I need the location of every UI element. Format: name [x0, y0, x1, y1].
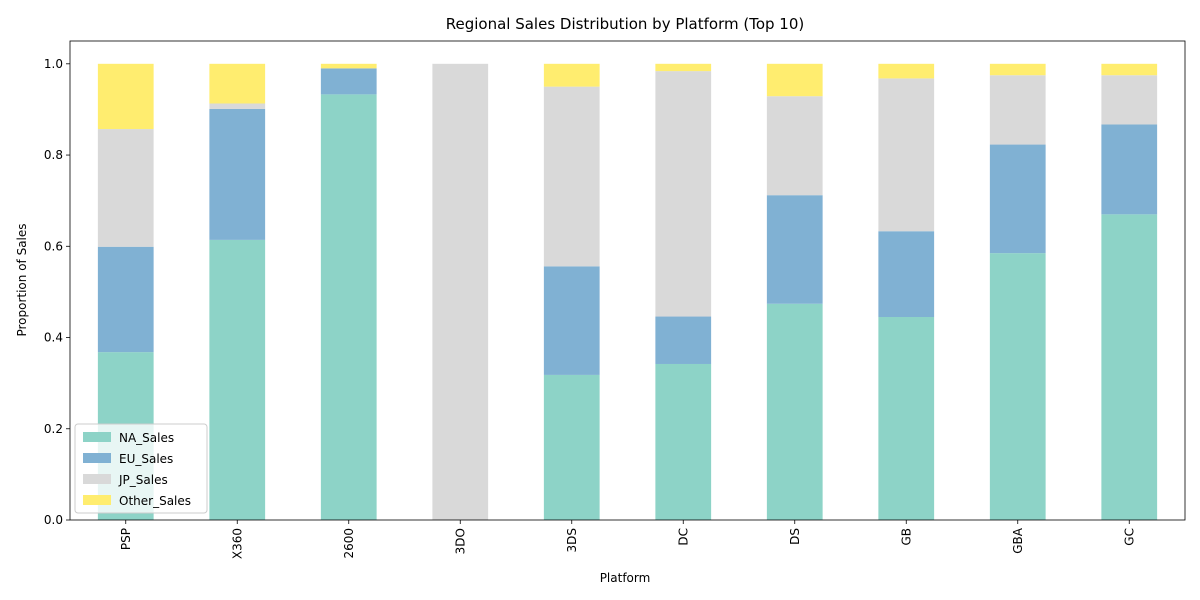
bar-psp-jp-sales	[97, 129, 154, 247]
x-tick-label: DC	[676, 528, 690, 546]
bar-x360-other-sales	[209, 63, 266, 104]
y-tick-label: 0.2	[44, 422, 63, 436]
y-tick-label: 0.0	[44, 513, 63, 527]
x-tick-label: X360	[230, 528, 244, 559]
bar-3do-jp-sales	[432, 63, 489, 521]
y-axis-label: Proportion of Sales	[15, 223, 29, 336]
bar-gb-na-sales	[878, 316, 935, 520]
legend-swatch	[83, 453, 111, 463]
bar-x360-eu-sales	[209, 108, 266, 240]
y-tick-label: 1.0	[44, 57, 63, 71]
bar-gc-other-sales	[1101, 63, 1158, 76]
bar-3ds-na-sales	[543, 374, 600, 520]
legend-box	[74, 423, 208, 514]
bar-ds-eu-sales	[766, 195, 823, 304]
bar-psp-eu-sales	[97, 246, 154, 353]
x-tick-label: 2600	[342, 528, 356, 559]
bar-3ds-eu-sales	[543, 266, 600, 375]
bar-gb-jp-sales	[878, 78, 935, 232]
y-tick-label: 0.8	[44, 148, 63, 162]
legend-swatch	[83, 495, 111, 505]
x-tick-label: 3DO	[453, 528, 467, 554]
bar-gba-jp-sales	[989, 75, 1046, 145]
bar-dc-eu-sales	[655, 316, 712, 364]
y-tick-label: 0.4	[44, 331, 63, 345]
x-tick-label: GBA	[1011, 527, 1025, 554]
bar-psp-other-sales	[97, 63, 154, 130]
bar-ds-na-sales	[766, 303, 823, 520]
bar-ds-jp-sales	[766, 96, 823, 196]
x-tick-label: PSP	[119, 528, 133, 550]
bar-dc-jp-sales	[655, 71, 712, 317]
bar-2600-other-sales	[320, 63, 377, 69]
bar-gc-na-sales	[1101, 214, 1158, 520]
x-tick-label: 3DS	[565, 528, 579, 553]
x-tick-label: GC	[1122, 528, 1136, 546]
bar-x360-jp-sales	[209, 103, 266, 109]
bar-2600-na-sales	[320, 94, 377, 521]
x-tick-label: GB	[899, 528, 913, 546]
legend-label: NA_Sales	[119, 431, 174, 445]
bar-gba-na-sales	[989, 253, 1046, 520]
bar-ds-other-sales	[766, 63, 823, 97]
bar-gc-jp-sales	[1101, 75, 1158, 125]
legend-swatch	[83, 474, 111, 484]
legend-label: Other_Sales	[119, 494, 191, 508]
x-tick-label: DS	[788, 528, 802, 545]
bar-dc-other-sales	[655, 63, 712, 72]
bar-3ds-jp-sales	[543, 86, 600, 267]
bar-gba-other-sales	[989, 63, 1046, 76]
bars-layer	[97, 63, 1158, 521]
bar-dc-na-sales	[655, 363, 712, 520]
bar-gb-eu-sales	[878, 231, 935, 317]
bar-3ds-other-sales	[543, 63, 600, 87]
bar-gb-other-sales	[878, 63, 935, 79]
legend-label: EU_Sales	[119, 452, 173, 466]
bar-gba-eu-sales	[989, 144, 1046, 254]
x-axis-label: Platform	[600, 571, 651, 585]
bar-2600-eu-sales	[320, 68, 377, 95]
chart-title: Regional Sales Distribution by Platform …	[446, 15, 805, 33]
legend-swatch	[83, 432, 111, 442]
bar-x360-na-sales	[209, 239, 266, 520]
legend-label: JP_Sales	[118, 473, 168, 487]
bar-gc-eu-sales	[1101, 124, 1158, 215]
plot-frame	[69, 40, 1186, 521]
y-tick-label: 0.6	[44, 239, 63, 253]
legend: NA_Sales EU_Sales JP_Sales Other_Sales	[74, 423, 208, 514]
axes-layer: 0.0 0.2 0.4 0.6 0.8 1.0 PSP X360 2600 3DO 3DS DC DS G…	[44, 40, 1186, 559]
